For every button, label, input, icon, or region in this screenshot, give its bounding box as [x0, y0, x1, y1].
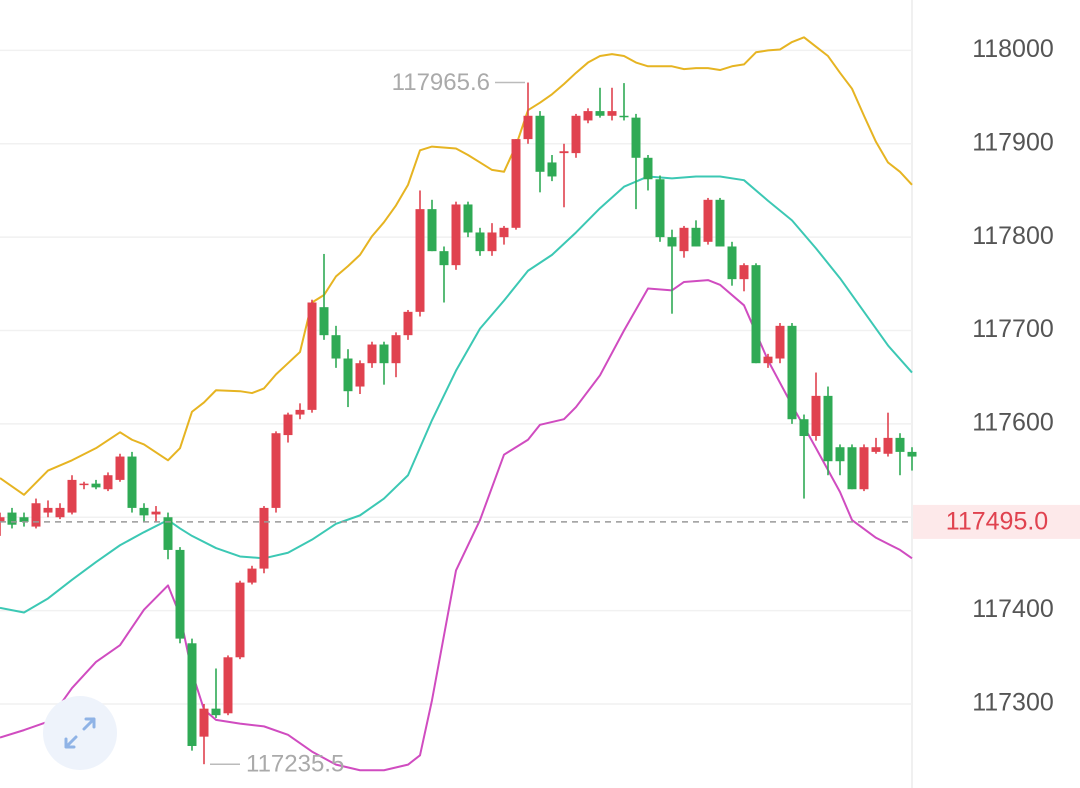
candle-body	[751, 265, 761, 364]
expand-button[interactable]	[43, 696, 117, 770]
candle-body	[475, 232, 485, 252]
button-icon	[64, 717, 96, 749]
candle-body	[703, 199, 713, 242]
annotations: 117495.0 117965.6 117235.5	[0, 69, 1080, 778]
annotation-label: 117965.6	[392, 69, 490, 96]
candle-body	[679, 227, 689, 252]
candle-body	[823, 395, 833, 462]
y-tick-label: 117400	[972, 595, 1054, 623]
candle-body	[691, 227, 701, 247]
y-tick-label: 117700	[972, 315, 1054, 343]
last-price-box	[913, 504, 1080, 539]
candle-body	[175, 549, 185, 639]
candle-body	[127, 456, 137, 508]
candle-body	[499, 227, 509, 238]
candle-body	[595, 111, 605, 116]
candle-body	[487, 232, 497, 252]
candle-body	[55, 507, 65, 518]
candle-body	[403, 311, 413, 336]
candle-body	[271, 433, 281, 508]
band-line	[0, 36, 913, 496]
candle-body	[43, 507, 53, 513]
candle-body	[583, 111, 593, 121]
candle-body	[463, 204, 473, 233]
candle-body	[607, 111, 617, 116]
candle-body	[631, 117, 641, 158]
last-price-label: 117495.0	[946, 508, 1048, 536]
candle-body	[199, 708, 209, 737]
candle-body	[343, 358, 353, 392]
candle-body	[907, 451, 917, 457]
candle-body	[223, 657, 233, 714]
button-bg[interactable]	[43, 696, 117, 770]
candle-body	[163, 517, 173, 550]
candle-body	[763, 356, 773, 364]
candle-body	[859, 447, 869, 490]
candle-body	[559, 151, 569, 154]
candle-body	[211, 708, 221, 716]
band-line	[0, 279, 913, 772]
candle-body	[379, 344, 389, 364]
band-line	[0, 175, 913, 614]
candle-body	[355, 363, 365, 387]
candle-body	[535, 115, 545, 172]
candle-body	[655, 179, 665, 238]
candle-body	[799, 419, 809, 437]
candle-body	[619, 115, 629, 118]
candle-body	[727, 246, 737, 280]
candle-body	[91, 483, 101, 488]
y-tick-label: 118000	[972, 35, 1054, 63]
candle-body	[331, 335, 341, 359]
y-tick-label: 117800	[972, 222, 1054, 250]
candle-body	[571, 115, 581, 154]
candle-body	[739, 265, 749, 280]
candle-body	[883, 437, 893, 454]
candle-body	[775, 325, 785, 359]
annotation-label: 117235.5	[246, 751, 344, 778]
candle-body	[67, 479, 77, 513]
candle-body	[295, 409, 305, 415]
candle-body	[643, 157, 653, 180]
candles	[0, 82, 917, 765]
candle-body	[895, 437, 905, 452]
candle-body	[715, 199, 725, 247]
bands	[0, 36, 913, 772]
candle-body	[19, 517, 29, 522]
candle-body	[439, 251, 449, 266]
candle-body	[115, 456, 125, 480]
candle-body	[367, 344, 377, 364]
y-tick-label: 117600	[972, 408, 1054, 436]
candle-body	[523, 115, 533, 140]
candle-body	[511, 139, 521, 228]
candle-body	[787, 325, 797, 420]
candle-body	[283, 414, 293, 436]
candle-body	[79, 483, 89, 486]
candle-body	[151, 511, 161, 515]
candle-body	[451, 204, 461, 266]
candle-body	[139, 507, 149, 516]
candle-body	[547, 162, 557, 177]
candle-body	[427, 209, 437, 252]
y-tick-label: 117900	[972, 128, 1054, 156]
candle-body	[187, 643, 197, 746]
candle-body	[235, 582, 245, 658]
candle-body	[319, 307, 329, 336]
candle-body	[871, 447, 881, 452]
candle-body	[415, 209, 425, 312]
y-tick-label: 117300	[972, 689, 1054, 717]
candle-body	[811, 395, 821, 437]
candle-body	[0, 517, 5, 522]
candle-body	[307, 302, 317, 410]
candle-body	[259, 507, 269, 569]
candle-body	[247, 568, 257, 583]
candle-body	[847, 447, 857, 490]
candle-body	[31, 503, 41, 527]
candle-body	[103, 475, 113, 490]
candle-body	[391, 335, 401, 364]
candle-body	[667, 237, 677, 247]
candle-body	[835, 447, 845, 462]
candle-body	[7, 512, 17, 525]
